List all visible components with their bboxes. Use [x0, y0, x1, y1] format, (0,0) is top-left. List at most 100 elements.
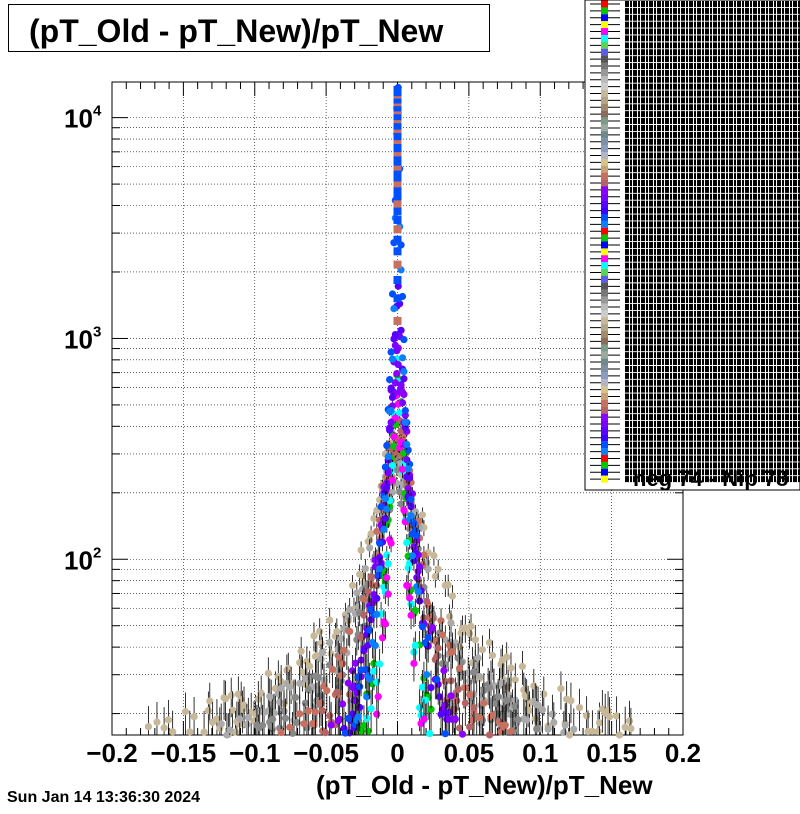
data-point [384, 469, 392, 477]
legend-marker [601, 179, 608, 187]
data-point [397, 326, 405, 334]
legend-marker [601, 138, 608, 146]
data-point [240, 701, 248, 709]
data-point [525, 706, 534, 715]
data-point [346, 606, 354, 614]
legend-marker [601, 420, 608, 428]
data-point [583, 712, 591, 720]
data-point [433, 652, 441, 661]
data-point [340, 646, 348, 654]
data-point [511, 702, 519, 710]
data-point [326, 616, 334, 624]
data-point [388, 355, 397, 363]
data-point [390, 442, 398, 450]
data-point [384, 560, 392, 568]
spike-point [393, 148, 402, 157]
legend-marker [601, 241, 608, 249]
legend-marker [601, 200, 608, 208]
data-point [595, 719, 604, 727]
data-point [326, 712, 334, 720]
legend-marker [601, 7, 608, 15]
legend-marker [601, 351, 608, 359]
data-point [373, 710, 381, 718]
legend-marker [601, 62, 608, 70]
data-point [338, 660, 347, 668]
legend-marker [601, 324, 608, 332]
data-point [357, 666, 365, 674]
legend-marker [601, 296, 608, 304]
legend-marker [601, 392, 608, 400]
legend-marker [601, 158, 608, 166]
data-point [485, 684, 494, 692]
data-point [440, 666, 448, 675]
data-point [408, 552, 417, 560]
data-point [534, 701, 542, 709]
data-point [346, 627, 354, 636]
data-point [514, 716, 522, 724]
data-point [444, 715, 452, 723]
data-point [480, 699, 488, 707]
legend-marker [601, 262, 608, 270]
data-point [388, 462, 397, 470]
data-point [400, 390, 408, 399]
data-point [400, 367, 408, 376]
data-point [413, 531, 421, 540]
data-point [386, 426, 394, 434]
data-point [465, 723, 474, 731]
legend-marker [601, 21, 608, 29]
legend-marker [601, 172, 608, 180]
data-point [333, 627, 341, 636]
legend-marker [601, 448, 608, 456]
data-point [403, 538, 411, 547]
legend-marker [601, 124, 608, 132]
data-point [326, 638, 334, 647]
spike-point [393, 162, 402, 171]
legend-marker [601, 468, 608, 476]
data-point [353, 589, 361, 597]
data-point [465, 690, 474, 699]
y-tick-label: 10 [64, 104, 93, 134]
data-point [383, 441, 391, 450]
data-point [404, 582, 412, 590]
data-point [337, 634, 345, 643]
data-point [388, 393, 397, 402]
data-point [394, 282, 402, 290]
data-point [383, 574, 391, 582]
data-point [420, 715, 428, 723]
data-point [465, 629, 474, 638]
legend-marker [601, 0, 608, 8]
data-point [300, 720, 308, 728]
y-tick-exponent: 3 [93, 323, 101, 340]
legend-marker [601, 55, 608, 63]
legend-marker [601, 269, 608, 277]
data-point [434, 644, 442, 652]
data-point [455, 724, 464, 732]
data-point [204, 707, 212, 715]
legend-marker [601, 475, 608, 483]
data-point [367, 530, 375, 538]
legend-marker [601, 413, 608, 421]
data-point [461, 699, 469, 707]
data-point [451, 715, 459, 723]
data-point [370, 514, 378, 523]
data-point [407, 495, 415, 503]
data-point [267, 722, 275, 730]
data-point [387, 418, 395, 426]
data-point [613, 712, 621, 720]
data-point [387, 539, 395, 547]
legend-marker [601, 317, 608, 325]
data-point [371, 641, 379, 650]
data-point [400, 506, 408, 514]
data-point [373, 610, 381, 618]
data-point [391, 379, 399, 387]
data-point [511, 676, 519, 684]
spike-point [393, 235, 402, 244]
data-point [488, 711, 497, 719]
data-point [374, 693, 382, 701]
data-point [217, 720, 225, 728]
data-point [388, 476, 397, 484]
data-point [383, 483, 391, 491]
data-point [306, 662, 314, 670]
data-point [538, 706, 546, 714]
legend-marker [601, 310, 608, 318]
